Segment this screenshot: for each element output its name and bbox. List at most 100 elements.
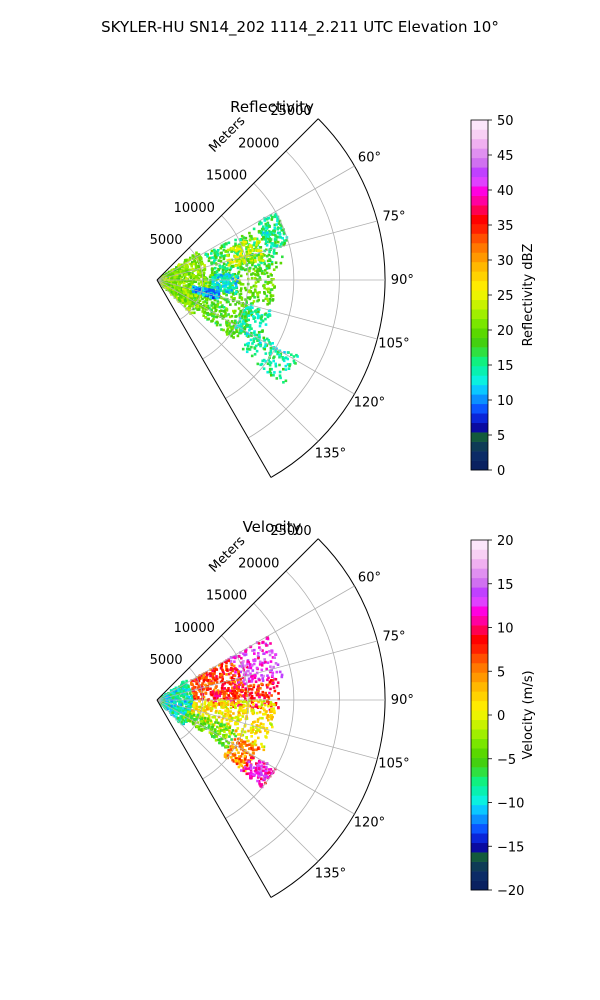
gate bbox=[259, 266, 262, 270]
gate bbox=[247, 314, 251, 317]
gate bbox=[259, 730, 262, 734]
gate bbox=[234, 315, 237, 318]
gate bbox=[237, 765, 241, 769]
gate bbox=[171, 273, 175, 276]
colorbar-swatch bbox=[471, 176, 488, 187]
gate bbox=[178, 274, 181, 278]
gate bbox=[264, 343, 267, 346]
gate bbox=[198, 295, 202, 299]
gate bbox=[191, 257, 195, 260]
gate bbox=[286, 357, 289, 361]
gate bbox=[250, 261, 253, 264]
gate bbox=[245, 342, 249, 346]
gate bbox=[213, 259, 216, 263]
gate bbox=[201, 287, 204, 290]
colorbar-tick-label: 35 bbox=[497, 219, 514, 234]
gate bbox=[250, 695, 254, 698]
gate bbox=[267, 287, 270, 291]
gate bbox=[208, 682, 211, 685]
gate bbox=[257, 249, 260, 253]
gate bbox=[242, 742, 245, 745]
gate bbox=[190, 716, 193, 720]
gate bbox=[255, 349, 259, 353]
gate bbox=[241, 676, 245, 680]
gate bbox=[227, 672, 231, 676]
gate bbox=[269, 281, 273, 284]
gate bbox=[195, 305, 198, 309]
gate bbox=[239, 763, 242, 766]
gate bbox=[255, 337, 258, 340]
gate bbox=[197, 282, 201, 285]
gate bbox=[188, 713, 192, 716]
gate bbox=[232, 309, 235, 313]
gate bbox=[243, 730, 247, 734]
gate bbox=[264, 729, 267, 732]
gate bbox=[181, 715, 184, 718]
panel-title: Reflectivity bbox=[230, 98, 314, 116]
gate bbox=[250, 276, 254, 280]
colorbar-swatch bbox=[471, 738, 488, 749]
gate bbox=[251, 748, 255, 752]
gate bbox=[210, 252, 213, 255]
gate bbox=[227, 722, 230, 726]
gate bbox=[198, 255, 202, 258]
gate bbox=[246, 307, 249, 311]
gate bbox=[265, 710, 268, 713]
gate bbox=[276, 217, 279, 220]
gate bbox=[224, 298, 227, 302]
colorbar-tick-label: −5 bbox=[497, 753, 516, 768]
gate bbox=[169, 273, 172, 277]
gate bbox=[269, 240, 272, 243]
gate bbox=[231, 758, 234, 762]
gate bbox=[244, 709, 247, 712]
gate bbox=[238, 674, 241, 677]
gate bbox=[254, 680, 258, 683]
gate bbox=[232, 264, 236, 268]
gate bbox=[260, 706, 263, 710]
gate bbox=[231, 261, 234, 264]
gate bbox=[181, 681, 184, 684]
gate bbox=[241, 705, 245, 709]
gate bbox=[282, 228, 285, 231]
gate bbox=[279, 223, 282, 226]
gate bbox=[227, 277, 231, 281]
gate bbox=[167, 692, 170, 696]
gate bbox=[224, 285, 227, 288]
colorbar-swatch bbox=[471, 280, 488, 291]
gate bbox=[236, 727, 240, 730]
gate bbox=[258, 695, 261, 699]
gate bbox=[190, 699, 194, 703]
gate bbox=[271, 674, 274, 677]
gate bbox=[219, 256, 222, 259]
gate bbox=[264, 712, 267, 716]
gate bbox=[262, 640, 265, 644]
gate bbox=[251, 677, 254, 681]
gate bbox=[258, 324, 262, 328]
gate bbox=[225, 733, 228, 737]
gate bbox=[203, 709, 206, 712]
gate bbox=[265, 264, 269, 268]
gate bbox=[252, 766, 256, 769]
gate bbox=[186, 300, 190, 303]
gate bbox=[215, 323, 219, 327]
gate bbox=[266, 771, 269, 775]
azimuth-gridline-4 bbox=[156, 699, 355, 815]
gate bbox=[251, 663, 254, 667]
gate bbox=[259, 767, 263, 770]
gate bbox=[262, 712, 265, 716]
gate bbox=[227, 264, 231, 267]
gate bbox=[245, 751, 249, 754]
colorbar-tick-label: −20 bbox=[497, 884, 524, 899]
gate bbox=[242, 243, 246, 247]
gate bbox=[262, 699, 266, 703]
gate bbox=[220, 687, 224, 690]
gate bbox=[252, 294, 255, 297]
gate bbox=[221, 684, 224, 688]
gate bbox=[233, 706, 237, 709]
gate bbox=[175, 296, 179, 299]
azimuth-tick-label: 105° bbox=[378, 756, 409, 771]
gate bbox=[264, 238, 268, 241]
gate bbox=[232, 324, 236, 328]
gate bbox=[200, 717, 204, 720]
gate bbox=[228, 719, 232, 723]
